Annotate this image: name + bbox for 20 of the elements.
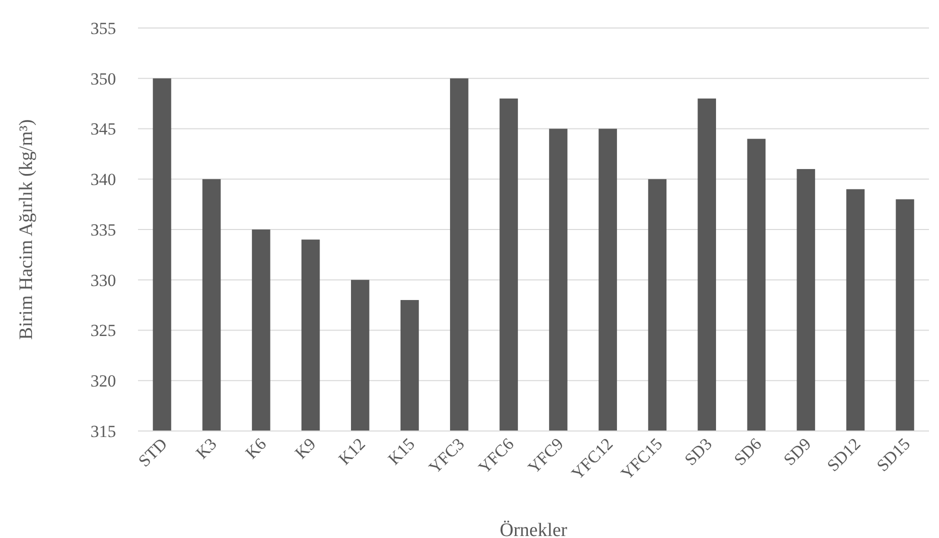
x-tick-label: K3: [192, 434, 220, 463]
x-tick-label: K15: [384, 434, 419, 469]
x-tick-label: STD: [134, 434, 171, 471]
y-tick-label: 330: [90, 270, 116, 290]
y-tick-label: 325: [90, 321, 116, 340]
y-tick-label: 315: [90, 422, 116, 441]
x-tick-label: SD6: [730, 434, 766, 470]
x-tick-label: K12: [334, 434, 369, 469]
x-tick-label: SD9: [780, 434, 815, 470]
y-tick-label: 320: [90, 372, 116, 391]
y-tick-label: 355: [90, 18, 116, 38]
x-tick-label: SD3: [680, 434, 716, 470]
x-tick-label: K6: [242, 434, 270, 463]
y-tick-label: 340: [90, 170, 116, 190]
x-axis-title: Örnekler: [500, 520, 568, 538]
y-axis-title: Birim Hacim Ağırlık (kg/m³): [16, 119, 37, 340]
y-tick-label: 350: [90, 69, 116, 88]
x-tick-label: K9: [291, 434, 320, 463]
y-tick-label: 345: [90, 120, 116, 139]
y-tick-label: 335: [90, 220, 116, 240]
